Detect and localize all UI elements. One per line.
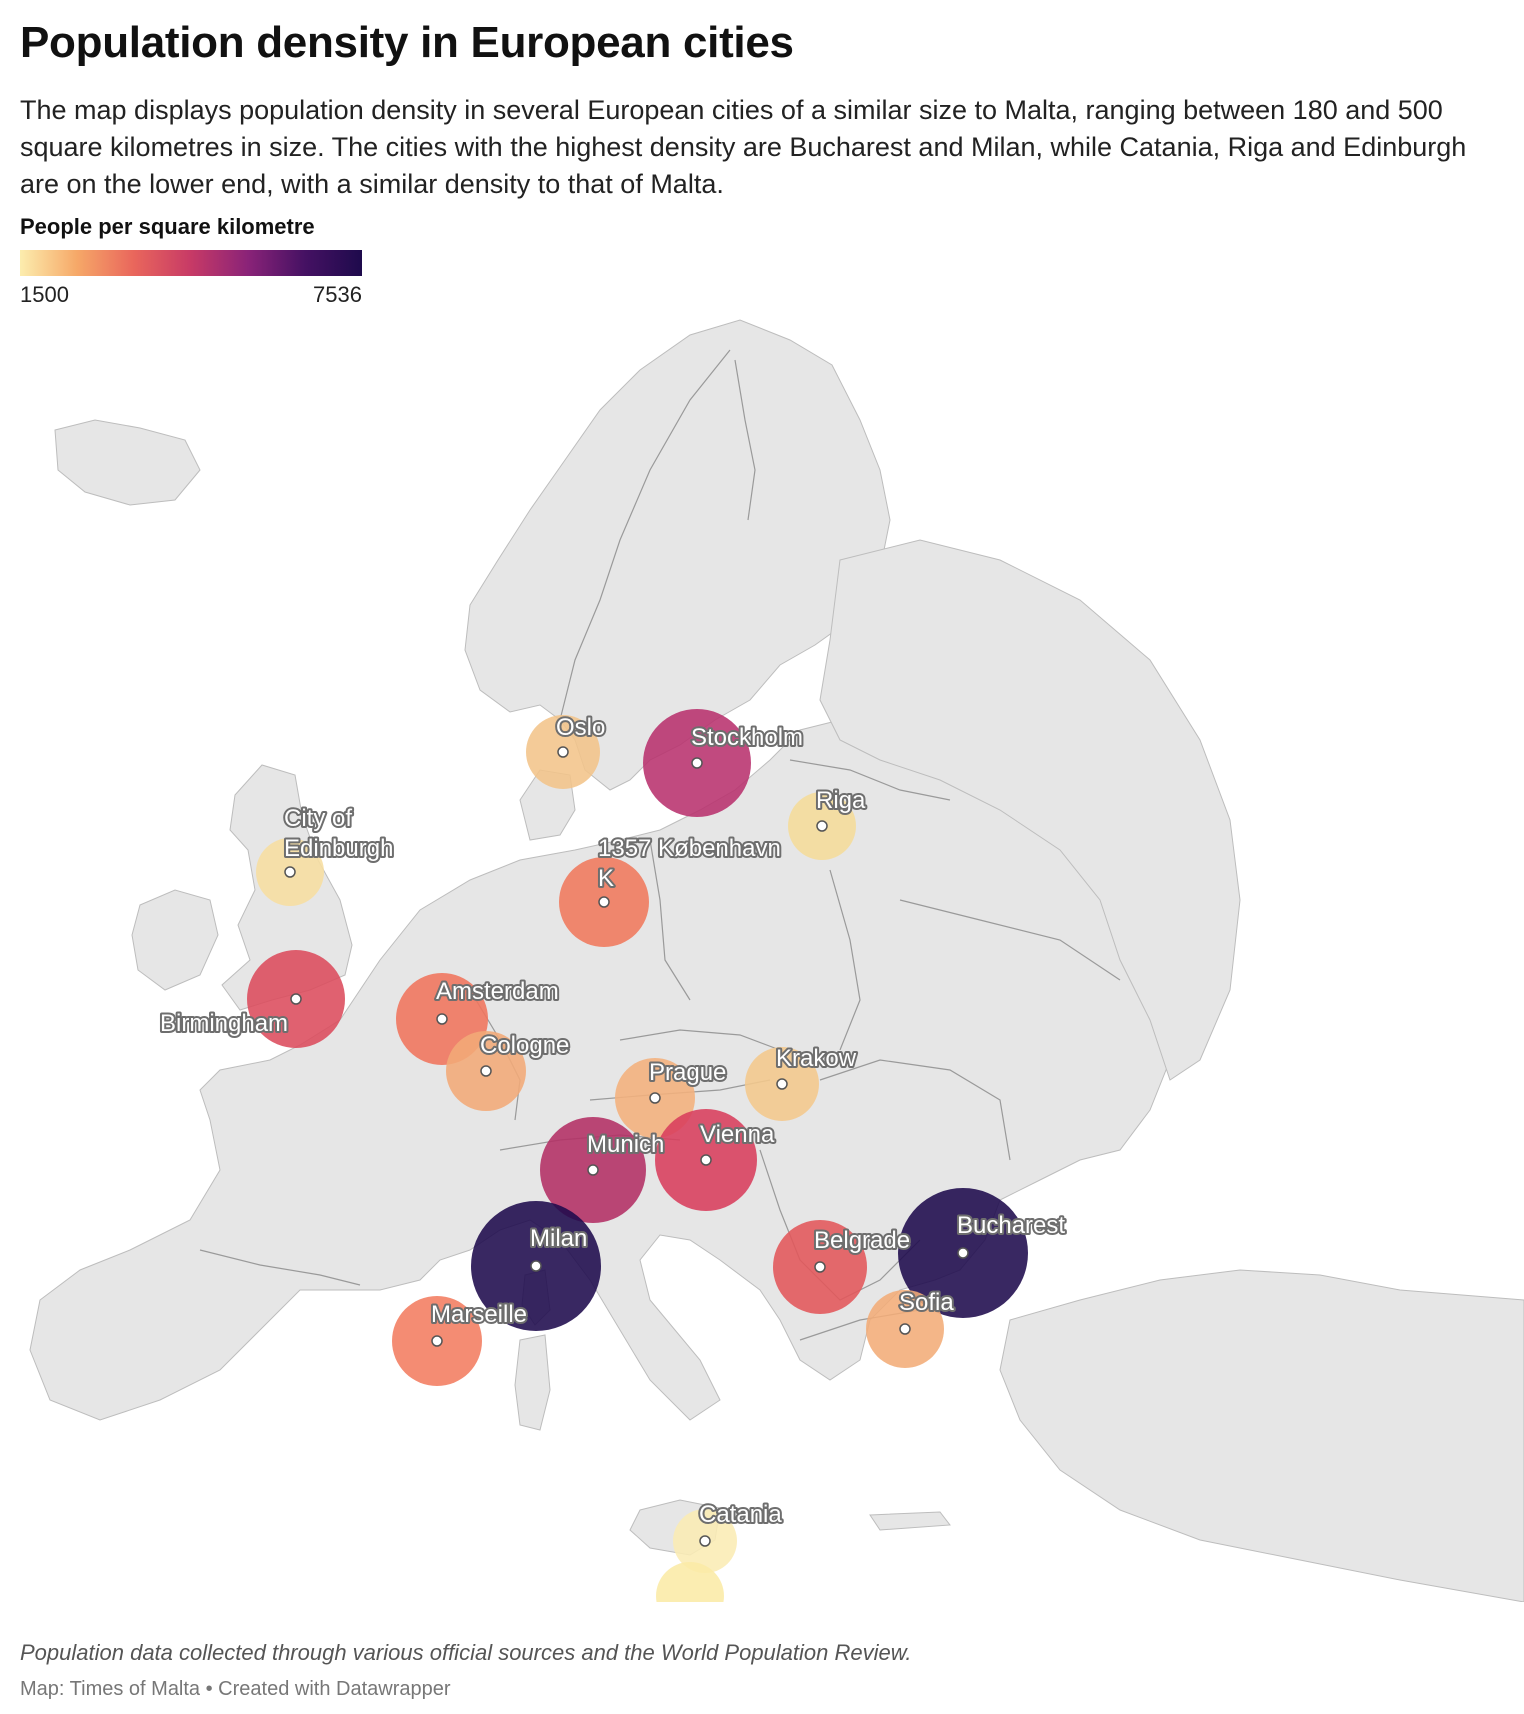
city-marker-bucharest xyxy=(957,1247,969,1259)
city-marker-milan xyxy=(530,1260,542,1272)
border-czech xyxy=(619,1029,781,1051)
city-marker-oslo xyxy=(557,746,569,758)
city-marker-sofia xyxy=(899,1323,911,1335)
land-east xyxy=(819,539,1241,1081)
city-marker-riga xyxy=(816,820,828,832)
city-marker-belgrade xyxy=(814,1261,826,1273)
city-label-sofia: Sofia xyxy=(899,1289,954,1316)
city-marker-marseille xyxy=(431,1335,443,1347)
city-label-amsterdam: Amsterdam xyxy=(436,978,559,1005)
chart-description: The map displays population density in s… xyxy=(20,95,1467,199)
city-marker-munich xyxy=(587,1164,599,1176)
border-romania xyxy=(819,1059,1011,1161)
land-sardinia xyxy=(514,1334,551,1431)
border-sweden-finland xyxy=(734,359,756,521)
city-label-cologne: Cologne xyxy=(480,1032,569,1059)
city-marker-vienna xyxy=(700,1154,712,1166)
city-marker-amsterdam xyxy=(436,1013,448,1025)
city-label-stockholm: Stockholm xyxy=(691,724,803,751)
city-label-oslo: Oslo xyxy=(556,714,605,741)
city-marker-birmingham xyxy=(290,993,302,1005)
chart-title: Population density in European cities xyxy=(20,18,794,67)
city-label-belgrade: Belgrade xyxy=(814,1227,910,1254)
city-marker-krakow xyxy=(776,1078,788,1090)
land-anatolia xyxy=(999,1269,1524,1602)
city-label-city-of-edinburgh: Edinburgh xyxy=(284,835,393,862)
land-mainland xyxy=(29,719,1181,1421)
city-label-1357-k-benhavn-k: K xyxy=(598,865,614,892)
border-baltics xyxy=(789,759,951,801)
city-label-catania: Catania xyxy=(699,1501,782,1528)
city-bubbles xyxy=(247,709,1028,1630)
city-marker-catania xyxy=(699,1535,711,1547)
city-label-prague: Prague xyxy=(649,1059,726,1086)
legend-max-label: 7536 xyxy=(313,282,362,307)
city-labels: Oslo Stockholm Riga City of Edinburgh 1357 Kø… xyxy=(158,712,1067,1530)
city-marker-1357-k-benhavn-k xyxy=(598,896,610,908)
land-iceland xyxy=(54,419,201,506)
city-marker-prague xyxy=(649,1092,661,1104)
border-ukraine xyxy=(899,899,1121,981)
city-label-milan: Milan xyxy=(530,1225,587,1252)
city-marker-stockholm xyxy=(691,757,703,769)
city-label-krakow: Krakow xyxy=(776,1045,857,1072)
city-label-vienna: Vienna xyxy=(700,1121,775,1148)
city-marker-city-of-edinburgh xyxy=(284,866,296,878)
land-layer xyxy=(29,319,1524,1602)
city-label-1357-k-benhavn-k: 1357 København xyxy=(598,835,781,862)
border-germany-poland xyxy=(649,839,691,1001)
city-label-city-of-edinburgh: City of xyxy=(284,805,352,832)
city-label-munich: Munich xyxy=(587,1131,664,1158)
land-ireland xyxy=(131,889,219,991)
city-label-riga: Riga xyxy=(816,787,866,814)
legend-color-scale xyxy=(20,250,362,276)
city-bubble-malta[interactable] xyxy=(656,1562,724,1630)
city-label-birmingham: Birmingham xyxy=(160,1010,288,1037)
city-marker-cologne xyxy=(480,1065,492,1077)
city-label-marseille: Marseille xyxy=(431,1301,527,1328)
legend-title: People per square kilometre xyxy=(20,214,315,239)
border-france-spain xyxy=(199,1249,361,1286)
source-note: Population data collected through variou… xyxy=(20,1640,912,1665)
legend-min-label: 1500 xyxy=(20,282,69,307)
city-label-bucharest: Bucharest xyxy=(957,1212,1065,1239)
border-poland-east xyxy=(829,869,861,1051)
border-norway-sweden xyxy=(559,349,731,721)
land-crete xyxy=(869,1511,951,1531)
credit-line: Map: Times of Malta • Created with Dataw… xyxy=(20,1678,451,1700)
